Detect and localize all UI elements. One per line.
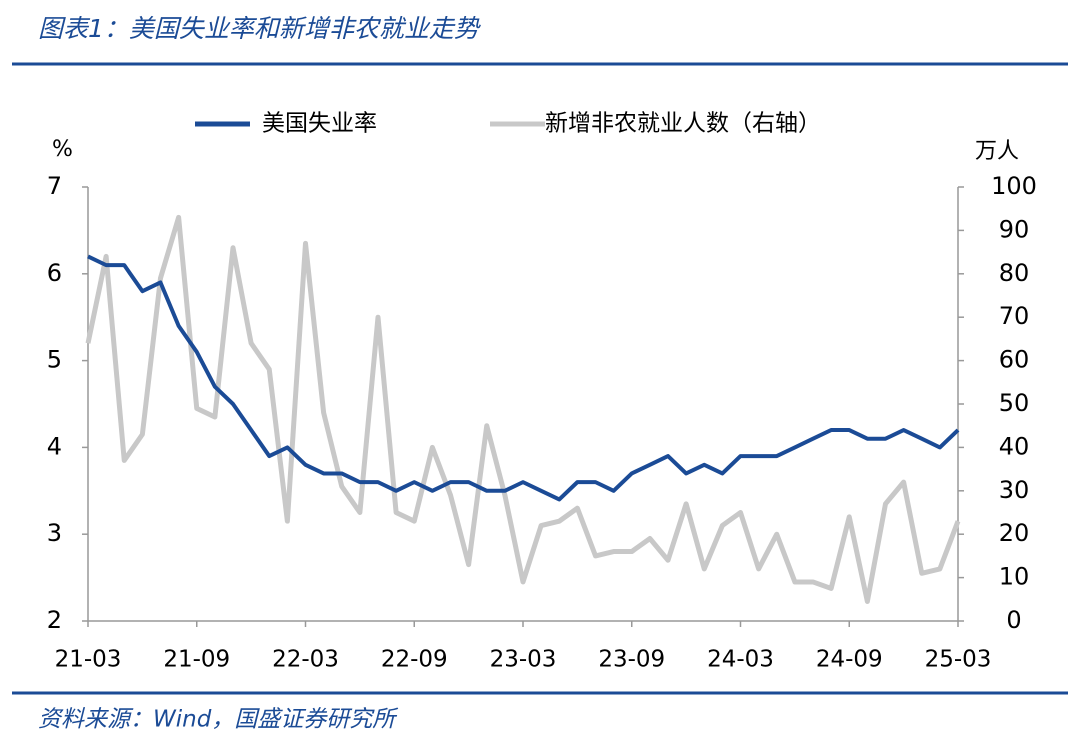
y-tick-label: 5 [47,346,62,374]
y-tick-label: 2 [47,606,62,634]
y2-tick-label: 100 [991,172,1037,200]
x-tick-label: 22-09 [381,647,448,673]
y2-tick-label: 20 [999,519,1030,547]
x-tick-label: 24-09 [816,647,883,673]
y2-tick-label: 90 [999,215,1030,243]
x-tick-label: 25-03 [925,647,992,673]
x-tick-label: 22-03 [272,647,339,673]
y2-tick-label: 10 [999,563,1030,591]
source: 资料来源：Wind，国盛证券研究所 [38,707,398,733]
y2-tick-label: 70 [999,302,1030,330]
y-tick-label: 6 [47,259,62,287]
series-line [87,254,960,502]
legend-label: 新增非农就业人数（右轴） [545,111,821,137]
x-tick-label: 23-03 [490,647,557,673]
y-tick-label: 7 [47,172,62,200]
y2-tick-label: 80 [999,259,1030,287]
y2-tick-label: 30 [999,476,1030,504]
x-tick-label: 21-09 [163,647,230,673]
y-unit: % [52,137,73,162]
y2-tick-label: 0 [1006,606,1021,634]
y2-tick-label: 60 [999,346,1030,374]
y2-tick-label: 40 [999,432,1030,460]
y2-unit: 万人 [975,139,1019,164]
y-tick-label: 4 [47,432,62,460]
y2-tick-label: 50 [999,389,1030,417]
x-tick-label: 21-03 [55,647,122,673]
chart-title: 图表1：美国失业率和新增非农就业走势 [38,14,482,43]
x-tick-label: 23-09 [598,647,665,673]
x-tick-label: 24-03 [707,647,774,673]
series-line [85,214,961,604]
y-tick-label: 3 [47,519,62,547]
legend-label: 美国失业率 [262,111,377,137]
